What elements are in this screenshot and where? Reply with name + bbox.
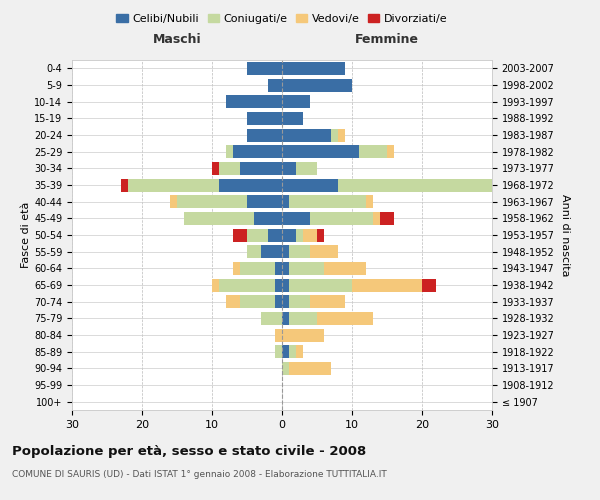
Bar — [275, 328, 282, 342]
Bar — [317, 228, 324, 241]
Bar — [219, 178, 282, 192]
Bar — [352, 278, 422, 291]
Bar — [282, 145, 359, 158]
Bar — [121, 178, 128, 192]
Bar — [289, 262, 324, 275]
Bar — [296, 345, 303, 358]
Bar — [289, 278, 352, 291]
Bar — [240, 162, 282, 175]
Bar — [247, 245, 261, 258]
Bar — [247, 228, 268, 241]
Bar — [310, 245, 338, 258]
Bar — [233, 262, 240, 275]
Bar — [296, 162, 317, 175]
Bar — [219, 278, 275, 291]
Bar — [275, 278, 282, 291]
Bar — [247, 112, 282, 125]
Bar — [324, 262, 366, 275]
Bar — [184, 212, 254, 225]
Bar — [233, 228, 247, 241]
Bar — [282, 62, 345, 75]
Bar — [247, 195, 282, 208]
Bar — [282, 312, 289, 325]
Bar — [275, 295, 282, 308]
Bar — [226, 95, 282, 108]
Bar — [282, 228, 296, 241]
Bar — [268, 78, 282, 92]
Bar — [373, 212, 380, 225]
Bar — [282, 295, 289, 308]
Bar — [289, 345, 296, 358]
Bar — [282, 245, 289, 258]
Bar — [233, 145, 282, 158]
Bar — [380, 212, 394, 225]
Bar — [275, 345, 282, 358]
Bar — [289, 295, 310, 308]
Bar — [331, 128, 338, 141]
Bar — [282, 345, 289, 358]
Bar — [226, 145, 233, 158]
Y-axis label: Anni di nascita: Anni di nascita — [560, 194, 570, 276]
Bar — [387, 145, 394, 158]
Bar — [282, 278, 289, 291]
Bar — [296, 228, 303, 241]
Bar — [289, 195, 366, 208]
Bar — [282, 362, 289, 375]
Bar — [282, 112, 303, 125]
Bar — [212, 162, 219, 175]
Bar — [338, 128, 345, 141]
Bar — [289, 362, 331, 375]
Text: Maschi: Maschi — [152, 33, 202, 46]
Bar — [317, 312, 373, 325]
Bar — [170, 195, 177, 208]
Bar — [282, 262, 289, 275]
Bar — [338, 178, 506, 192]
Bar — [212, 278, 219, 291]
Bar — [254, 212, 282, 225]
Bar — [282, 162, 296, 175]
Text: COMUNE DI SAURIS (UD) - Dati ISTAT 1° gennaio 2008 - Elaborazione TUTTITALIA.IT: COMUNE DI SAURIS (UD) - Dati ISTAT 1° ge… — [12, 470, 387, 479]
Y-axis label: Fasce di età: Fasce di età — [21, 202, 31, 268]
Bar — [247, 128, 282, 141]
Bar — [359, 145, 387, 158]
Bar — [282, 78, 352, 92]
Bar — [177, 195, 247, 208]
Bar — [310, 295, 345, 308]
Bar — [226, 295, 240, 308]
Bar — [282, 95, 310, 108]
Text: Popolazione per età, sesso e stato civile - 2008: Popolazione per età, sesso e stato civil… — [12, 445, 366, 458]
Bar — [282, 328, 324, 342]
Bar — [289, 245, 310, 258]
Text: Femmine: Femmine — [355, 33, 419, 46]
Bar — [240, 295, 275, 308]
Bar — [240, 262, 275, 275]
Bar — [282, 178, 338, 192]
Bar — [268, 228, 282, 241]
Bar — [366, 195, 373, 208]
Bar — [282, 212, 310, 225]
Bar — [422, 278, 436, 291]
Bar — [310, 212, 373, 225]
Bar — [219, 162, 240, 175]
Bar — [289, 312, 317, 325]
Bar — [282, 195, 289, 208]
Bar — [275, 262, 282, 275]
Bar — [303, 228, 317, 241]
Bar — [128, 178, 219, 192]
Bar — [247, 62, 282, 75]
Bar — [282, 128, 331, 141]
Bar — [261, 245, 282, 258]
Legend: Celibi/Nubili, Coniugati/e, Vedovi/e, Divorziati/e: Celibi/Nubili, Coniugati/e, Vedovi/e, Di… — [112, 10, 452, 29]
Bar — [261, 312, 282, 325]
